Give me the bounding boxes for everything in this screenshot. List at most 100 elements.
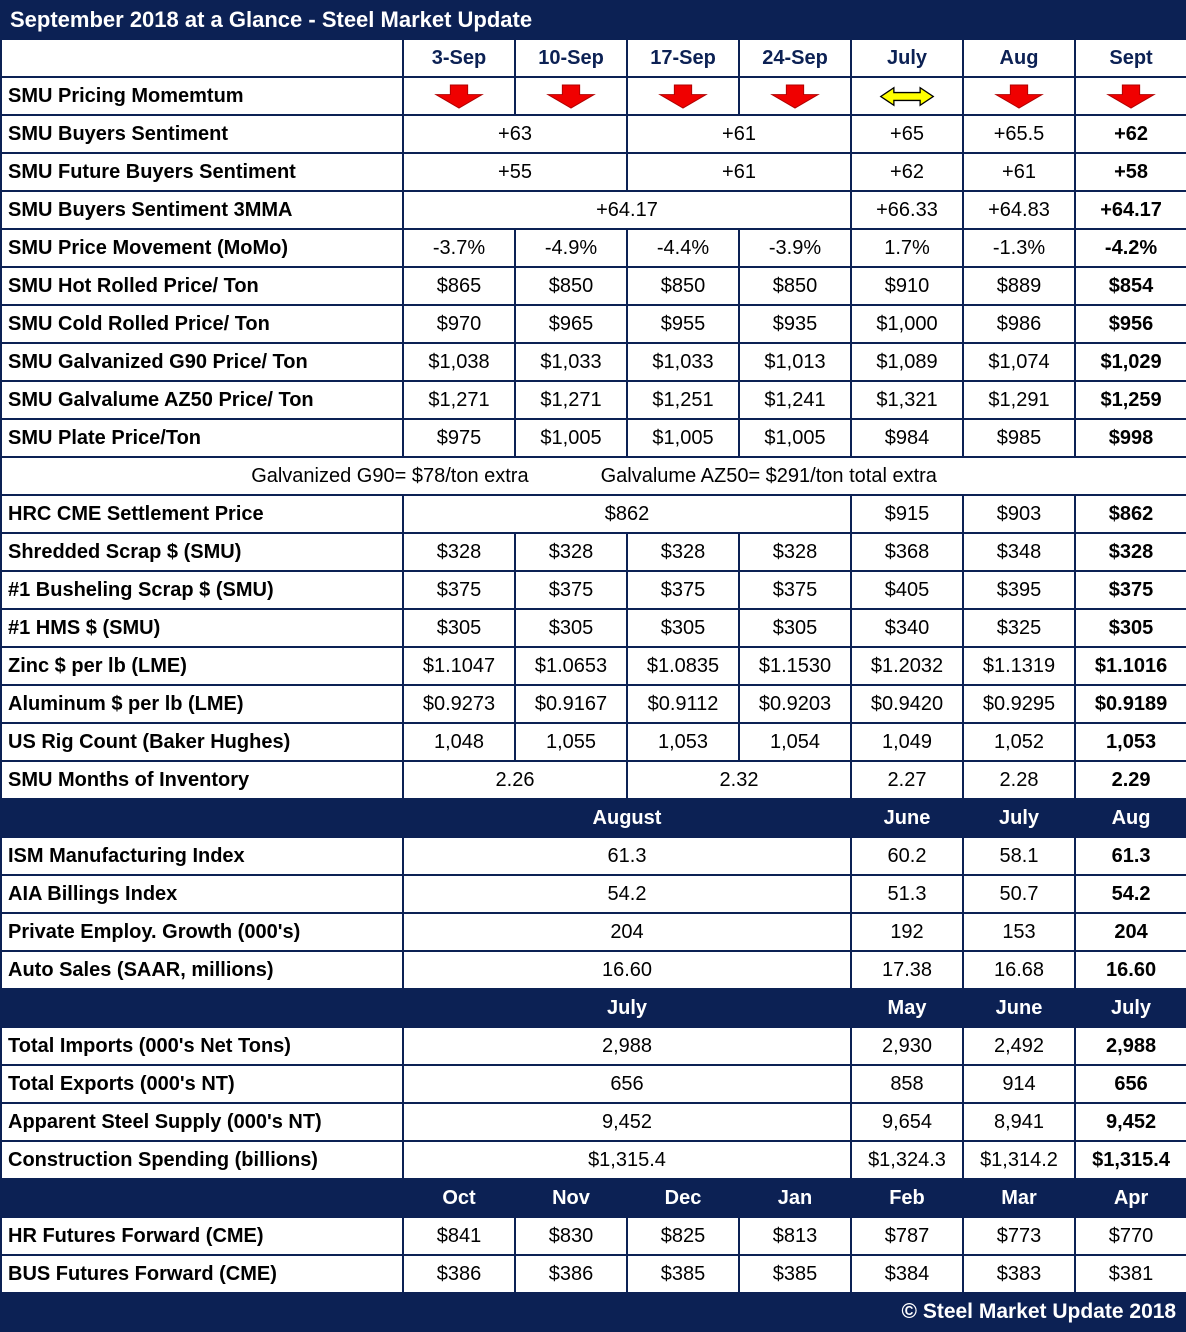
value-cell: $328 — [514, 532, 628, 572]
value-cell: $395 — [962, 570, 1076, 610]
row-aia: AIA Billings Index 54.2 51.3 50.7 54.2 — [0, 874, 1186, 914]
value-cell: $368 — [850, 532, 964, 572]
row-label: ISM Manufacturing Index — [0, 836, 404, 876]
row-label: BUS Futures Forward (CME) — [0, 1254, 404, 1294]
value-cell: $1.1047 — [402, 646, 516, 686]
value-cell: $889 — [962, 266, 1076, 306]
value-cell: $1,000 — [850, 304, 964, 344]
left-right-arrow-icon — [879, 86, 935, 107]
value-cell: $915 — [850, 494, 964, 534]
value-cell: $0.9420 — [850, 684, 964, 724]
row-buyers-sentiment: SMU Buyers Sentiment +63 +61 +65 +65.5 +… — [0, 114, 1186, 154]
section-header-trade: July May June July — [0, 988, 1186, 1028]
value-cell: $1,315.4 — [402, 1140, 852, 1180]
section-column-header: Feb — [850, 1178, 964, 1218]
value-cell: $825 — [626, 1216, 740, 1256]
galvalume-extra-note: Galvalume AZ50= $291/ton total extra — [600, 464, 937, 487]
value-cell: $0.9112 — [626, 684, 740, 724]
section-column-header: July — [1073, 988, 1186, 1028]
value-cell: 9,452 — [1073, 1102, 1186, 1142]
row-plate: SMU Plate Price/Ton $975 $1,005 $1,005 $… — [0, 418, 1186, 458]
value-cell: $1.2032 — [850, 646, 964, 686]
row-rig-count: US Rig Count (Baker Hughes) 1,048 1,055 … — [0, 722, 1186, 762]
value-cell: +61 — [626, 152, 852, 192]
column-header: Aug — [962, 38, 1076, 78]
value-cell: $325 — [962, 608, 1076, 648]
value-cell: $305 — [738, 608, 852, 648]
row-label: SMU Hot Rolled Price/ Ton — [0, 266, 404, 306]
row-aluminum: Aluminum $ per lb (LME) $0.9273 $0.9167 … — [0, 684, 1186, 724]
value-cell: 2.27 — [850, 760, 964, 800]
value-cell: +66.33 — [850, 190, 964, 230]
value-cell: -3.9% — [738, 228, 852, 268]
row-label: Total Exports (000's NT) — [0, 1064, 404, 1104]
value-cell: $383 — [962, 1254, 1076, 1294]
copyright-text: © Steel Market Update 2018 — [0, 1292, 1186, 1332]
section-spacer — [0, 988, 404, 1028]
value-cell: $903 — [962, 494, 1076, 534]
down-arrow-icon — [546, 83, 596, 109]
value-cell: +62 — [850, 152, 964, 192]
value-cell: 2.26 — [402, 760, 628, 800]
momentum-cell — [850, 76, 964, 116]
value-cell: +64.83 — [962, 190, 1076, 230]
section-column-header: July — [402, 988, 852, 1028]
value-cell: 1,053 — [626, 722, 740, 762]
value-cell: $1,251 — [626, 380, 740, 420]
value-cell: +64.17 — [402, 190, 852, 230]
value-cell: 16.68 — [962, 950, 1076, 990]
value-cell: $1,291 — [962, 380, 1076, 420]
row-cold-rolled: SMU Cold Rolled Price/ Ton $970 $965 $95… — [0, 304, 1186, 344]
value-cell: $405 — [850, 570, 964, 610]
value-cell: $1,271 — [514, 380, 628, 420]
value-cell: 204 — [1073, 912, 1186, 952]
value-cell: $850 — [738, 266, 852, 306]
row-bus-futures: BUS Futures Forward (CME) $386 $386 $385… — [0, 1254, 1186, 1294]
section-column-header: Mar — [962, 1178, 1076, 1218]
value-cell: $986 — [962, 304, 1076, 344]
row-label: AIA Billings Index — [0, 874, 404, 914]
value-cell: 204 — [402, 912, 852, 952]
value-cell: 1,055 — [514, 722, 628, 762]
row-private-employment: Private Employ. Growth (000's) 204 192 1… — [0, 912, 1186, 952]
value-cell: +55 — [402, 152, 628, 192]
value-cell: $970 — [402, 304, 516, 344]
value-cell: 51.3 — [850, 874, 964, 914]
row-galvanized-g90: SMU Galvanized G90 Price/ Ton $1,038 $1,… — [0, 342, 1186, 382]
value-cell: -4.9% — [514, 228, 628, 268]
row-label: SMU Months of Inventory — [0, 760, 404, 800]
row-label: SMU Buyers Sentiment 3MMA — [0, 190, 404, 230]
row-steel-supply: Apparent Steel Supply (000's NT) 9,452 9… — [0, 1102, 1186, 1142]
value-cell: $305 — [1073, 608, 1186, 648]
value-cell: 1,054 — [738, 722, 852, 762]
row-label: Apparent Steel Supply (000's NT) — [0, 1102, 404, 1142]
value-cell: 2.28 — [962, 760, 1076, 800]
value-cell: +65.5 — [962, 114, 1076, 154]
row-label: SMU Galvanized G90 Price/ Ton — [0, 342, 404, 382]
column-header: 10-Sep — [514, 38, 628, 78]
value-cell: 60.2 — [850, 836, 964, 876]
value-cell: 1,053 — [1073, 722, 1186, 762]
value-cell: $1.1016 — [1073, 646, 1186, 686]
value-cell: 9,452 — [402, 1102, 852, 1142]
value-cell: $850 — [626, 266, 740, 306]
value-cell: 858 — [850, 1064, 964, 1104]
value-cell: $386 — [402, 1254, 516, 1294]
value-cell: 656 — [1073, 1064, 1186, 1104]
value-cell: $1,005 — [514, 418, 628, 458]
row-label: HRC CME Settlement Price — [0, 494, 404, 534]
column-header-row: 3-Sep 10-Sep 17-Sep 24-Sep July Aug Sept — [0, 38, 1186, 78]
value-cell: 58.1 — [962, 836, 1076, 876]
value-cell: 61.3 — [402, 836, 852, 876]
value-cell: $328 — [402, 532, 516, 572]
value-cell: $850 — [514, 266, 628, 306]
footer-row: © Steel Market Update 2018 — [0, 1292, 1186, 1332]
momentum-cell — [514, 76, 628, 116]
value-cell: $975 — [402, 418, 516, 458]
value-cell: $385 — [626, 1254, 740, 1294]
column-header: 3-Sep — [402, 38, 516, 78]
value-cell: -4.2% — [1073, 228, 1186, 268]
value-cell: $305 — [402, 608, 516, 648]
value-cell: 16.60 — [1073, 950, 1186, 990]
